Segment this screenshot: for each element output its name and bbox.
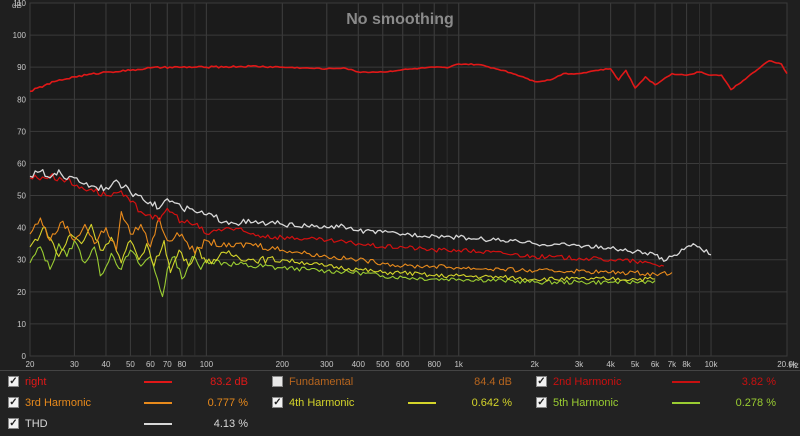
legend-label: 4th Harmonic [289, 397, 355, 409]
x-tick-label: 2k [530, 360, 539, 369]
series-line-right [29, 60, 788, 93]
checkbox-5th-harmonic[interactable]: ✓ [536, 397, 547, 408]
x-tick-label: 500 [376, 360, 390, 369]
legend-swatch [672, 381, 700, 383]
x-tick-label: 70 [163, 360, 172, 369]
frequency-response-plot[interactable]: 0 10 20 30 40 50 60 70 80 90 100 110 20 30 40 50 60 70 80 1… [0, 0, 800, 370]
y-tick-label: 80 [17, 95, 26, 104]
legend-value: 0.278 % [735, 397, 776, 409]
legend-item-thd[interactable]: ✓ THD 4.13 % [8, 415, 258, 433]
y-tick-label: 20 [17, 288, 26, 297]
legend-label: 2nd Harmonic [553, 376, 622, 388]
y-axis-unit-label: dB [12, 1, 22, 10]
legend-panel: ✓ right 83.2 dB ✓ Fundamental 84.4 dB ✓ … [0, 370, 800, 436]
x-tick-label: 1k [454, 360, 463, 369]
checkbox-thd[interactable]: ✓ [8, 418, 19, 429]
legend-item-5th-harmonic[interactable]: ✓ 5th Harmonic 0.278 % [536, 394, 786, 412]
legend-item-3rd-harmonic[interactable]: ✓ 3rd Harmonic 0.777 % [8, 394, 258, 412]
legend-swatch [144, 423, 172, 425]
legend-value: 4.13 % [213, 418, 248, 430]
x-tick-label: 5k [631, 360, 640, 369]
legend-swatch [144, 402, 172, 404]
checkbox-2nd-harmonic[interactable]: ✓ [536, 376, 547, 387]
y-tick-label: 90 [17, 63, 26, 72]
x-tick-label: 6k [651, 360, 660, 369]
x-tick-label: 600 [396, 360, 410, 369]
x-tick-label: 7k [668, 360, 677, 369]
x-tick-label: 4k [606, 360, 615, 369]
checkbox-3rd-harmonic[interactable]: ✓ [8, 397, 19, 408]
legend-value: 0.642 % [471, 397, 512, 409]
y-tick-label: 40 [17, 224, 26, 233]
legend-value: 3.82 % [741, 376, 776, 388]
x-tick-label: 80 [177, 360, 186, 369]
legend-value: 84.4 dB [474, 376, 512, 388]
legend-label: THD [25, 418, 48, 430]
x-tick-label: 60 [146, 360, 155, 369]
x-tick-label: 50 [126, 360, 135, 369]
plot-area [29, 2, 788, 357]
x-tick-label: 20.0k [777, 360, 798, 369]
x-tick-label: 30 [70, 360, 79, 369]
y-tick-label: 100 [13, 31, 27, 40]
series-line-5th-harmonic [29, 239, 656, 298]
series-line-3rd-harmonic [29, 211, 673, 277]
series-line-4th-harmonic [29, 223, 656, 282]
legend-swatch [408, 402, 436, 404]
legend-value: 83.2 dB [210, 376, 248, 388]
x-tick-label: 300 [320, 360, 334, 369]
legend-label: 5th Harmonic [553, 397, 619, 409]
y-tick-label: 110 [13, 0, 26, 8]
y-tick-label: 0 [22, 352, 27, 361]
legend-item-fundamental[interactable]: ✓ Fundamental 84.4 dB [272, 373, 522, 391]
x-tick-label: 100 [200, 360, 214, 369]
legend-item-4th-harmonic[interactable]: ✓ 4th Harmonic 0.642 % [272, 394, 522, 412]
checkbox-right[interactable]: ✓ [8, 376, 19, 387]
y-tick-label: 50 [17, 192, 26, 201]
series-line-thd [29, 169, 712, 262]
legend-label: Fundamental [289, 376, 354, 388]
legend-item-2nd-harmonic[interactable]: ✓ 2nd Harmonic 3.82 % [536, 373, 786, 391]
x-tick-label: 400 [352, 360, 366, 369]
legend-label: right [25, 376, 47, 388]
y-tick-label: 60 [17, 159, 26, 168]
legend-label: 3rd Harmonic [25, 397, 92, 409]
x-tick-label: 3k [575, 360, 584, 369]
series-line-2nd-harmonic [29, 173, 665, 268]
legend-item-right[interactable]: ✓ right 83.2 dB [8, 373, 258, 391]
x-tick-label: 40 [102, 360, 111, 369]
x-tick-label: 200 [276, 360, 290, 369]
legend-value: 0.777 % [207, 397, 248, 409]
x-tick-label: 800 [428, 360, 442, 369]
checkbox-4th-harmonic[interactable]: ✓ [272, 397, 283, 408]
x-tick-label: 20 [26, 360, 35, 369]
legend-swatch [144, 381, 172, 383]
y-tick-label: 30 [17, 256, 26, 265]
y-tick-label: 10 [17, 320, 26, 329]
x-tick-label: 10k [705, 360, 719, 369]
chart-title: No smoothing [346, 11, 454, 28]
legend-swatch [672, 402, 700, 404]
checkbox-fundamental[interactable]: ✓ [272, 376, 283, 387]
x-tick-label: 8k [682, 360, 691, 369]
y-tick-label: 70 [17, 127, 26, 136]
x-axis-unit-label: Hz [789, 361, 799, 370]
